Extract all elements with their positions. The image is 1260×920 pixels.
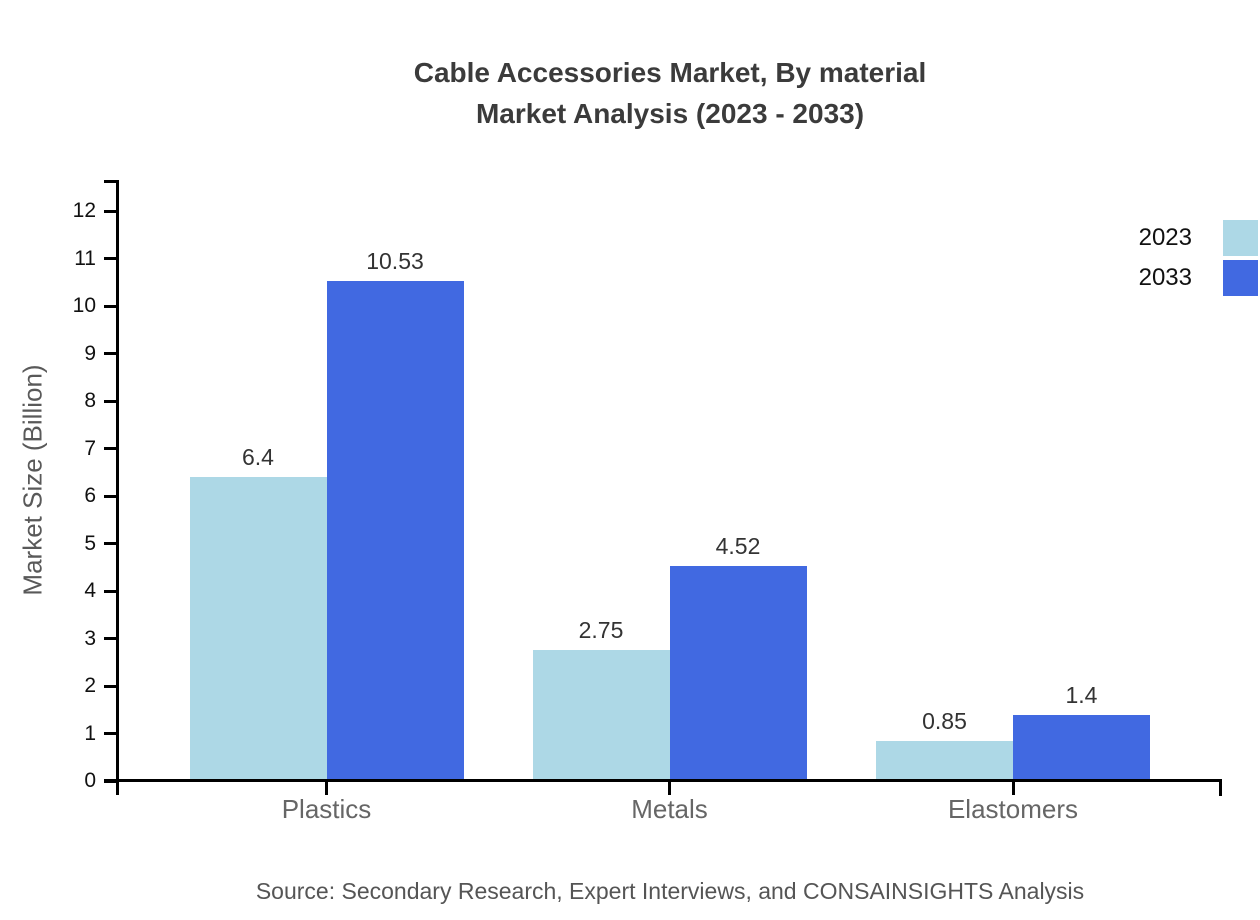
chart-title-line1: Cable Accessories Market, By material [413, 57, 927, 88]
y-tick-label: 7 [84, 436, 96, 460]
bar-2023-metals [532, 650, 670, 781]
source-note: Source: Secondary Research, Expert Inter… [255, 878, 1085, 904]
x-axis-line [104, 779, 1222, 782]
bar-2023-elastomers [876, 740, 1013, 781]
y-tick-mark [104, 257, 118, 260]
y-tick-mark [104, 399, 118, 403]
y-tick-mark [104, 352, 118, 355]
y-tick-label: 0 [84, 769, 96, 792]
bar-value-label: 10.53 [366, 247, 424, 274]
y-tick-label: 10 [72, 294, 96, 317]
chart-title: Cable Accessories Market, By material Ma… [118, 52, 1222, 134]
y-tick-mark [104, 494, 118, 498]
category-label: Elastomers [947, 794, 1079, 824]
category-label: Plastics [281, 794, 372, 824]
y-tick-mark [104, 542, 118, 545]
bar-2033-elastomers [1013, 714, 1150, 781]
bar-2023-plastics [189, 477, 327, 781]
x-tick-mark [668, 781, 671, 795]
y-tick-label: 4 [84, 579, 96, 602]
bar-2033-plastics [326, 280, 464, 781]
x-axis-end-cap [1219, 781, 1222, 796]
y-tick-mark [104, 304, 118, 308]
y-tick-label: 12 [72, 199, 96, 222]
legend-swatch-2023 [1223, 220, 1258, 256]
bar-2033-metals [669, 566, 807, 781]
legend-label-2023: 2023 [1138, 224, 1192, 251]
y-tick-label: 9 [84, 341, 96, 365]
y-tick-mark [104, 589, 118, 593]
y-tick-mark [104, 447, 118, 450]
y-tick-label: 5 [84, 531, 96, 555]
chart-title-line2: Market Analysis (2023 - 2033) [475, 98, 865, 129]
y-axis-line [116, 180, 119, 795]
bar-value-label: 1.4 [1065, 681, 1098, 708]
bar-value-label: 0.85 [922, 707, 967, 734]
legend-swatch-2033 [1223, 260, 1258, 296]
x-tick-mark [325, 781, 328, 795]
y-tick-mark [104, 209, 118, 213]
y-tick-label: 8 [84, 389, 96, 412]
y-tick-label: 1 [84, 721, 96, 745]
x-tick-mark [1011, 781, 1015, 795]
bar-value-label: 4.52 [715, 533, 761, 560]
y-tick-label: 3 [84, 626, 96, 650]
legend-label-2033: 2033 [1138, 264, 1192, 291]
y-axis-end-cap [104, 180, 119, 183]
y-tick-label: 6 [84, 484, 96, 507]
bar-value-label: 2.75 [578, 617, 624, 644]
bar-value-label: 6.4 [242, 444, 274, 470]
y-tick-mark [104, 732, 118, 735]
y-tick-mark [104, 637, 118, 640]
y-tick-label: 2 [84, 674, 96, 697]
y-tick-label: 11 [74, 246, 96, 270]
category-label: Metals [631, 794, 708, 824]
y-tick-mark [104, 684, 118, 688]
